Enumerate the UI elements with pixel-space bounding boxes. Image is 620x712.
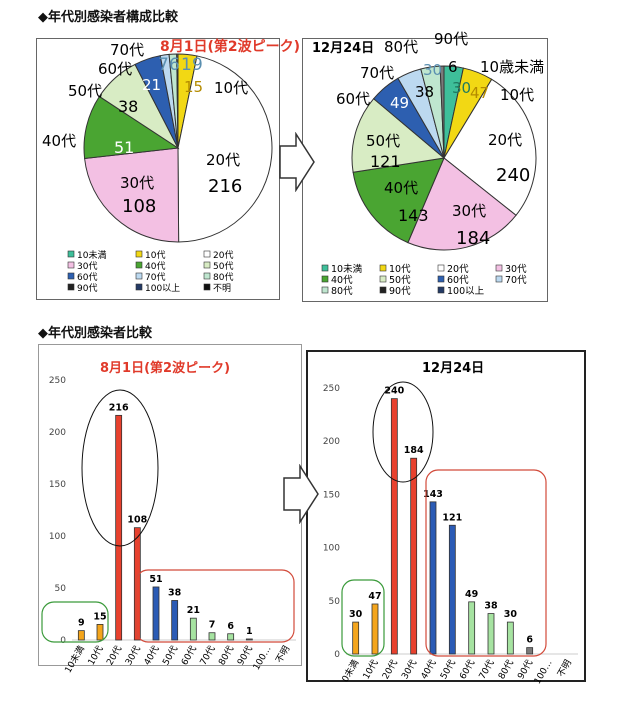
section1-title: ◆年代別感染者構成比較 (38, 10, 178, 25)
bar-panel-left (38, 344, 302, 666)
bar-panel-right (306, 350, 586, 682)
arrow-right-icon-2 (283, 464, 319, 524)
section2-title: ◆年代別感染者比較 (38, 326, 152, 341)
pie-panel-left (36, 38, 280, 300)
pie-panel-right (302, 38, 548, 302)
arrow-right-icon (279, 132, 315, 192)
